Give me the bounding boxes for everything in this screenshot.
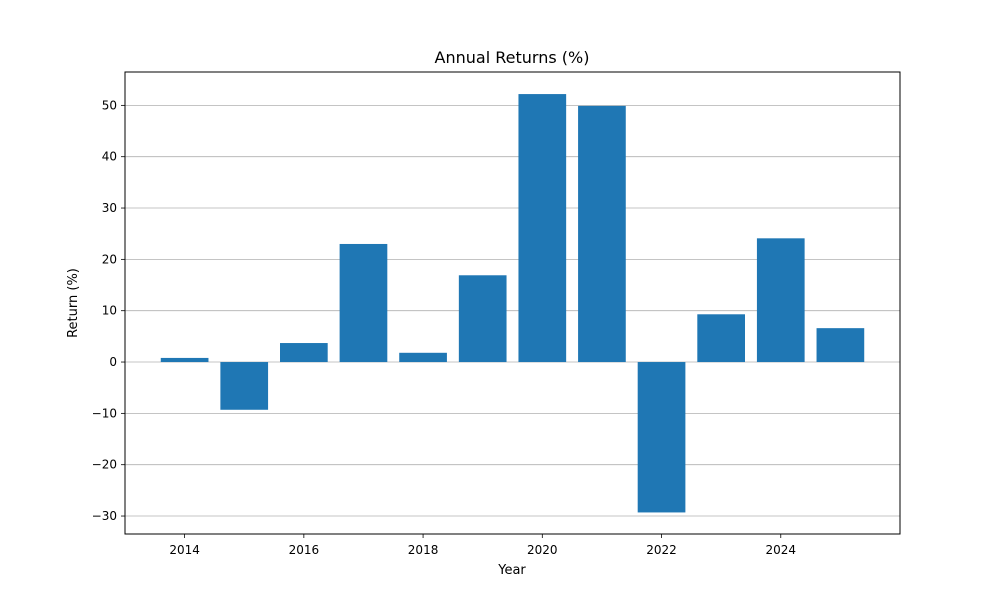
x-tick-label: 2014	[169, 543, 200, 557]
y-tick-label: 0	[109, 355, 117, 369]
bar-2014	[160, 357, 209, 363]
bar-2019	[458, 275, 507, 363]
x-tick-label: 2024	[765, 543, 796, 557]
y-tick-label: 20	[102, 252, 117, 266]
y-tick-label: 10	[102, 304, 117, 318]
bar-2024	[756, 238, 805, 363]
bar-layer	[160, 94, 865, 513]
y-tick-label: −20	[92, 458, 117, 472]
x-tick-label: 2016	[289, 543, 320, 557]
bar-2025	[816, 328, 865, 363]
bar-2015	[220, 362, 269, 410]
chart-title: Annual Returns (%)	[435, 48, 590, 67]
y-tick-label: 40	[102, 150, 117, 164]
x-tick-label: 2022	[646, 543, 677, 557]
bar-2017	[339, 243, 388, 363]
tick-layer: −30 −20 −10 0 10 20 30 40 50 2014 2016 2018 2020 2022…	[92, 98, 796, 557]
bar-2023	[697, 314, 745, 363]
y-tick-label: −10	[92, 406, 117, 420]
bar-2021	[578, 105, 626, 363]
bar-2018	[399, 352, 447, 363]
y-axis-label: Return (%)	[66, 268, 81, 338]
x-tick-label: 2020	[527, 543, 558, 557]
bar-2022	[637, 362, 686, 513]
x-tick-label: 2018	[408, 543, 439, 557]
x-axis-label: Year	[497, 563, 526, 578]
y-tick-label: 30	[102, 201, 117, 215]
y-tick-label: −30	[92, 509, 117, 523]
y-tick-label: 50	[102, 98, 117, 112]
bar-2020	[518, 94, 567, 363]
plot-frame	[124, 71, 901, 535]
bar-2016	[280, 343, 328, 363]
